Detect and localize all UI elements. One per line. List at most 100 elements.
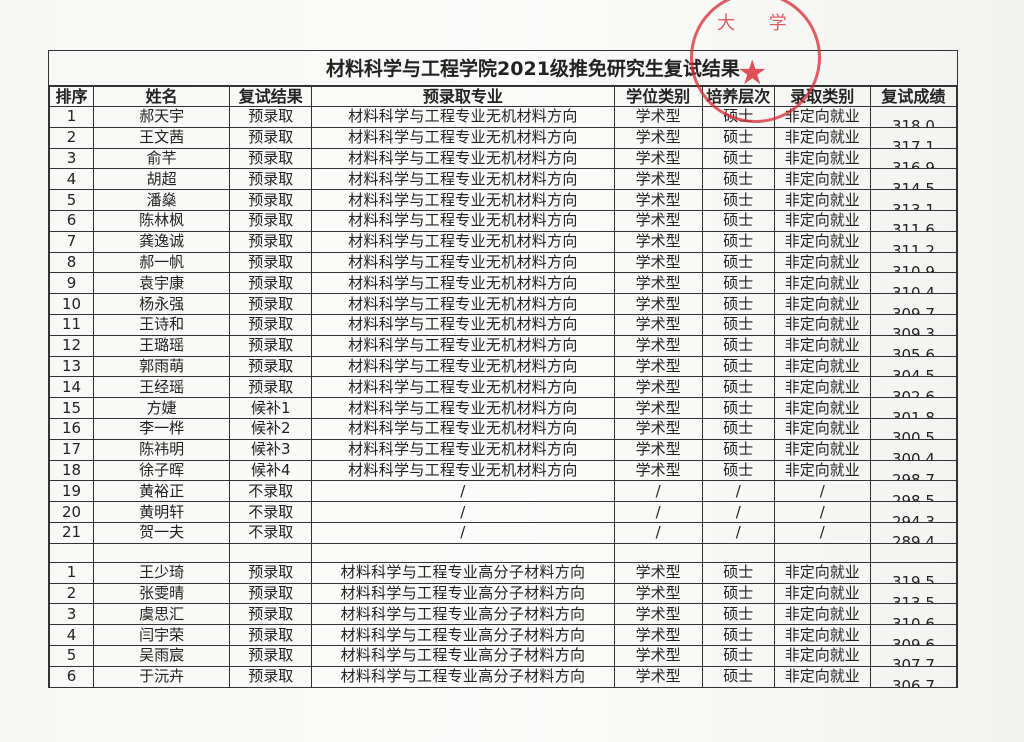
rank-cell: 12 (48, 334, 95, 357)
document-title: 材料科学与工程学院2021级推免研究生复试结果 (49, 51, 957, 86)
admission-type-cell: 非定向就业 (773, 397, 871, 419)
result-cell: 候补1 (229, 397, 313, 419)
level-cell: / (701, 521, 775, 544)
major-cell: 材料科学与工程专业无机材料方向 (311, 293, 615, 315)
name-cell: 方婕 (93, 397, 231, 419)
admission-type-cell: / (773, 521, 871, 544)
admission-type-cell: 非定向就业 (773, 293, 871, 315)
admission-type-cell: 非定向就业 (773, 376, 871, 399)
table-row: 15 方婕 候补1 材料科学与工程专业无机材料方向 学术型 硕士 非定向就业 301.8 (48, 397, 958, 419)
admission-type-cell: / (773, 480, 871, 503)
result-cell: 预录取 (229, 126, 313, 149)
table-row: 13 郭雨萌 预录取 材料科学与工程专业无机材料方向 学术型 硕士 非定向就业 304.5 (48, 355, 958, 378)
major-cell: 材料科学与工程专业无机材料方向 (311, 272, 615, 295)
admission-type-cell: 非定向就业 (773, 106, 871, 128)
degree-cell: 学术型 (613, 251, 703, 274)
table-row: 5 潘燊 预录取 材料科学与工程专业无机材料方向 学术型 硕士 非定向就业 313.1 (48, 189, 958, 211)
table-row: 17 陈祎明 候补3 材料科学与工程专业无机材料方向 学术型 硕士 非定向就业 300.4 (48, 438, 958, 461)
result-cell: 候补4 (229, 459, 313, 482)
score-value: 309.3 (891, 325, 935, 336)
level-cell: / (701, 501, 775, 523)
result-cell: 预录取 (229, 355, 313, 378)
level-cell: 硕士 (701, 417, 775, 440)
degree-cell: 学术型 (613, 106, 703, 128)
degree-cell: 学术型 (613, 313, 703, 336)
score-cell: 298.5 (869, 480, 958, 503)
table-row: 20 黄明轩 不录取 / / //294.3 (48, 501, 958, 523)
result-cell: 预录取 (229, 334, 313, 357)
admission-type-cell: 非定向就业 (773, 313, 871, 336)
major-cell: 材料科学与工程专业无机材料方向 (311, 313, 615, 336)
major-cell: 材料科学与工程专业高分子材料方向 (311, 624, 615, 646)
rank-cell: 5 (48, 644, 95, 667)
name-cell: 陈祎明 (93, 438, 231, 461)
score-cell: 316.9 (869, 147, 958, 170)
score-value: 310.6 (891, 614, 935, 625)
score-cell: 311.2 (869, 230, 958, 253)
rank-cell: 6 (48, 209, 95, 232)
admission-type-cell: 非定向就业 (773, 644, 871, 667)
score-cell: 319.5 (869, 561, 958, 584)
result-cell: 预录取 (229, 624, 313, 646)
name-cell: 王经瑶 (93, 376, 231, 399)
name-cell: 吴雨宸 (93, 644, 231, 667)
rank-cell: 17 (48, 438, 95, 461)
header-result: 复试结果 (229, 86, 313, 107)
table-row: 1 郝天宇 预录取 材料科学与工程专业无机材料方向 学术型 硕士 非定向就业 318.0 (48, 106, 958, 128)
rank-cell: 16 (48, 417, 95, 440)
result-cell: 不录取 (229, 501, 313, 523)
name-cell: 张雯晴 (93, 582, 231, 605)
score-cell: 313.1 (869, 189, 958, 211)
result-cell: 预录取 (229, 147, 313, 170)
rank-cell: 11 (48, 313, 95, 336)
major-cell: 材料科学与工程专业无机材料方向 (311, 355, 615, 378)
major-cell: / (311, 521, 615, 544)
major-cell: 材料科学与工程专业无机材料方向 (311, 376, 615, 399)
table-row: 2 王文茜 预录取 材料科学与工程专业无机材料方向 学术型 硕士 非定向就业 317.1 (48, 126, 958, 149)
level-cell: 硕士 (701, 106, 775, 128)
degree-cell: / (613, 501, 703, 523)
header-major: 预录取专业 (311, 86, 615, 107)
level-cell: 硕士 (701, 313, 775, 336)
score-cell: 302.6 (869, 376, 958, 399)
table-row: 3 俞芊 预录取 材料科学与工程专业无机材料方向 学术型 硕士 非定向就业 316.9 (48, 147, 958, 170)
result-cell: 不录取 (229, 521, 313, 544)
score-cell: 307.7 (869, 644, 958, 667)
result-cell: 预录取 (229, 582, 313, 605)
rank-cell: 21 (48, 521, 95, 544)
admission-type-cell: 非定向就业 (773, 603, 871, 626)
table-row: 16 李一桦 候补2 材料科学与工程专业无机材料方向 学术型 硕士 非定向就业 300.5 (48, 417, 958, 440)
rank-cell: 20 (48, 501, 95, 523)
admission-type-cell: 非定向就业 (773, 251, 871, 274)
major-cell: 材料科学与工程专业无机材料方向 (311, 334, 615, 357)
score-cell: 301.8 (869, 397, 958, 419)
major-cell: 材料科学与工程专业无机材料方向 (311, 397, 615, 419)
level-cell: 硕士 (701, 230, 775, 253)
degree-cell: 学术型 (613, 168, 703, 191)
score-value: 298.7 (891, 470, 935, 481)
table-row: 8 郝一帆 预录取 材料科学与工程专业无机材料方向 学术型 硕士 非定向就业 310.9 (48, 251, 958, 274)
level-cell: 硕士 (701, 644, 775, 667)
name-cell: 龚逸诚 (93, 230, 231, 253)
major-cell: 材料科学与工程专业无机材料方向 (311, 209, 615, 232)
table-row: 5 吴雨宸 预录取 材料科学与工程专业高分子材料方向 学术型 硕士 非定向就业 307.7 (48, 644, 958, 667)
score-value: 313.1 (891, 200, 935, 211)
name-cell: 胡超 (93, 168, 231, 191)
major-cell: 材料科学与工程专业无机材料方向 (311, 168, 615, 191)
score-value: 300.4 (891, 450, 935, 461)
degree-cell: 学术型 (613, 438, 703, 461)
level-cell: 硕士 (701, 582, 775, 605)
results-table: 排序 姓名 复试结果 预录取专业 学位类别 培养层次 录取类别 复试成绩 1 郝天… (48, 86, 958, 688)
score-cell: 310.4 (869, 272, 958, 295)
admission-type-cell: 非定向就业 (773, 582, 871, 605)
score-cell: 313.5 (869, 582, 958, 605)
admission-type-cell: 非定向就业 (773, 624, 871, 646)
degree-cell: 学术型 (613, 355, 703, 378)
name-cell: 李一桦 (93, 417, 231, 440)
result-cell: 预录取 (229, 644, 313, 667)
level-cell: 硕士 (701, 334, 775, 357)
admission-type-cell: 非定向就业 (773, 189, 871, 211)
name-cell: 虞思汇 (93, 603, 231, 626)
score-cell: 289.4 (869, 521, 958, 544)
table-row: 1 王少琦 预录取 材料科学与工程专业高分子材料方向 学术型 硕士 非定向就业 319.5 (48, 561, 958, 584)
